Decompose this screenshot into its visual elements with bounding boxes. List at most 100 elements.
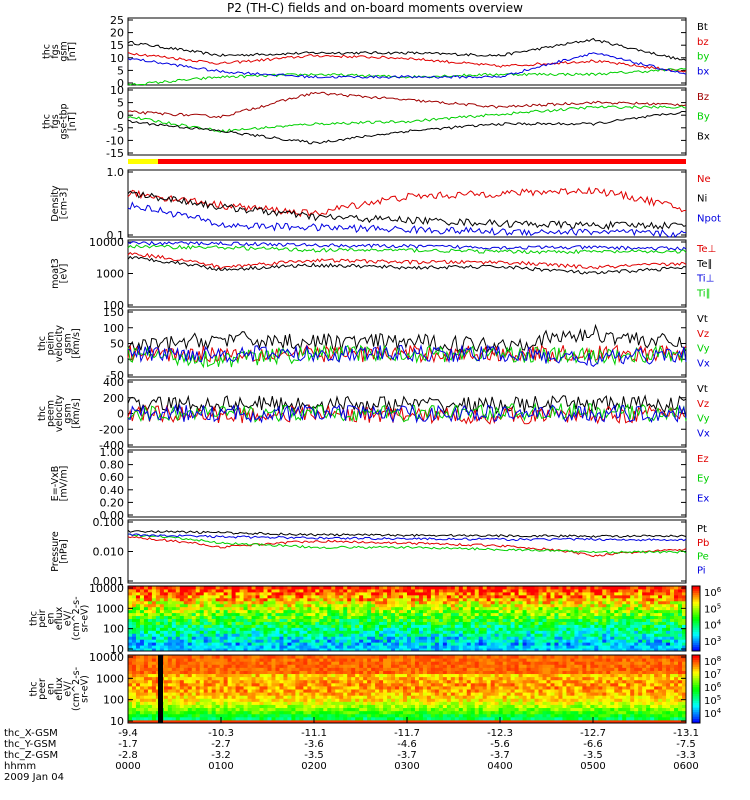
spectrogram-cell xyxy=(143,612,149,617)
legend-entry: Pb xyxy=(697,538,709,549)
spectrogram-cell xyxy=(199,695,205,699)
spectrogram-cell xyxy=(295,667,300,671)
spectrogram-cell xyxy=(339,676,344,681)
spectrogram-cell xyxy=(355,615,360,619)
spectrogram-cell xyxy=(219,591,225,596)
spectrogram-cell xyxy=(359,642,364,646)
spectrogram-cell xyxy=(327,600,332,605)
spectrogram-cell xyxy=(359,609,364,614)
spectrogram-cell xyxy=(395,618,400,622)
spectrogram-cell xyxy=(602,586,607,590)
spectrogram-cell xyxy=(287,624,292,628)
spectrogram-cell xyxy=(654,627,659,631)
spectrogram-cell xyxy=(335,713,340,718)
spectrogram-cell xyxy=(407,685,412,690)
spectrogram-cell xyxy=(494,594,500,599)
spectrogram-cell xyxy=(335,661,340,665)
spectrogram-cell xyxy=(187,633,193,637)
legend-entry: Bz xyxy=(697,92,709,103)
colorbar-segment xyxy=(692,625,700,628)
spectrogram-cell xyxy=(199,692,205,696)
spectrogram-cell xyxy=(291,636,296,640)
spectrogram-cell xyxy=(410,615,416,619)
spectrogram-cell xyxy=(574,597,579,602)
spectrogram-cell xyxy=(418,648,424,652)
spectrogram-cell xyxy=(311,633,316,637)
spectrogram-cell xyxy=(179,633,185,637)
spectrogram-cell xyxy=(642,612,647,617)
spectrogram-cell xyxy=(399,586,404,590)
spectrogram-cell xyxy=(303,627,308,631)
spectrogram-cell xyxy=(371,609,376,614)
spectrogram-cell xyxy=(147,621,153,625)
spectrogram-cell xyxy=(243,609,249,614)
spectrogram-cell xyxy=(299,719,304,724)
spectrogram-cell xyxy=(223,667,229,671)
spectrogram-cell xyxy=(315,627,320,631)
spectrogram-cell xyxy=(662,648,667,652)
spectrogram-cell xyxy=(391,655,396,659)
spectrogram-cell xyxy=(367,648,372,652)
spectrogram-cell xyxy=(323,692,328,696)
spectrogram-cell xyxy=(179,673,185,678)
spectrogram-cell xyxy=(335,645,340,649)
spectrogram-cell xyxy=(331,658,336,662)
spectrogram-cell xyxy=(275,639,280,643)
spectrogram-cell xyxy=(135,639,141,643)
spectrogram-cell xyxy=(287,679,292,684)
spectrogram-cell xyxy=(570,621,575,625)
spectrogram-cell xyxy=(418,707,424,712)
spectrogram-cell xyxy=(606,642,611,646)
spectrogram-cell xyxy=(227,588,233,593)
spectrogram-cell xyxy=(434,609,440,614)
spectrogram-cell xyxy=(323,661,328,665)
spectrogram-cell xyxy=(175,636,181,640)
spectrogram-cell xyxy=(235,586,241,590)
spectrogram-cell xyxy=(582,609,587,614)
spectrogram-cell xyxy=(311,627,316,631)
spectrogram-cell xyxy=(426,609,432,614)
legend-entry: Te∥ xyxy=(696,259,713,270)
spectrogram-cell xyxy=(271,609,276,614)
spectrogram-cell xyxy=(311,621,316,625)
spectrogram-cell xyxy=(279,621,284,625)
spectrogram-cell xyxy=(466,648,472,652)
spectrogram-cell xyxy=(227,673,233,678)
spectrogram-cell xyxy=(287,695,292,699)
colorbar-segment xyxy=(692,618,700,622)
spectrogram-cell xyxy=(163,692,169,696)
spectrogram-cell xyxy=(383,661,388,665)
spectrogram-cell xyxy=(414,648,420,652)
y-axis-label: peim xyxy=(46,332,57,356)
spectrogram-cell xyxy=(143,704,149,709)
spectrogram-cell xyxy=(407,603,412,608)
spectrogram-cell xyxy=(295,633,300,637)
spectrogram-cell xyxy=(482,606,488,611)
spectrogram-cell xyxy=(251,586,257,590)
spectrogram-cell xyxy=(247,630,253,634)
spectrogram-cell xyxy=(239,612,245,617)
spectrogram-cell xyxy=(267,621,272,625)
spectrogram-cell xyxy=(247,661,253,665)
spectrogram-cell xyxy=(251,695,257,699)
spectrogram-cell xyxy=(179,689,185,693)
spectrogram-cell xyxy=(514,642,520,646)
spectrogram-cell xyxy=(351,618,356,622)
spectrogram-cell xyxy=(359,612,364,617)
spectrogram-cell xyxy=(414,679,420,684)
spectrogram-cell xyxy=(191,685,197,690)
spectrogram-cell xyxy=(578,645,583,649)
spectrogram-cell xyxy=(287,701,292,705)
spectrogram-cell xyxy=(191,615,197,619)
spectrogram-cell xyxy=(574,586,579,590)
spectrogram-cell xyxy=(410,591,416,596)
spectrogram-cell xyxy=(239,667,245,671)
spectrogram-cell xyxy=(295,676,300,681)
spectrogram-cell xyxy=(347,639,352,643)
spectrogram-cell xyxy=(227,645,233,649)
spectrogram-cell xyxy=(311,692,316,696)
spectrogram-cell xyxy=(514,624,520,628)
spectrogram-cell xyxy=(474,633,480,637)
spectrogram-cell xyxy=(391,633,396,637)
spectrogram-cell xyxy=(247,645,253,649)
